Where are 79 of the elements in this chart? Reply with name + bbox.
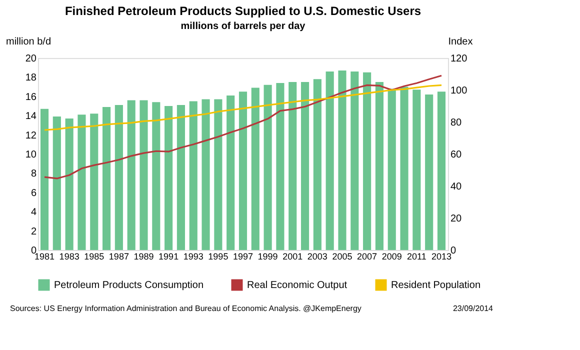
y2-tick-label: 0 [450, 246, 456, 256]
bar [176, 105, 186, 250]
legend-label: Petroleum Products Consumption [54, 280, 204, 291]
y-tick-label: 10 [25, 150, 37, 160]
y2-tick-label: 120 [450, 54, 468, 64]
y2-tick-label: 100 [450, 86, 468, 96]
y2-tick-label: 40 [450, 182, 462, 192]
y-tick-label: 20 [25, 54, 37, 64]
y-tick-label: 18 [25, 72, 37, 84]
y2-axis-title: Index [448, 36, 473, 48]
x-tick-label: 2005 [332, 252, 352, 262]
bar [90, 114, 98, 250]
y-tick-label: 12 [25, 130, 37, 142]
x-tick-label: 2009 [382, 252, 402, 262]
bar [164, 106, 173, 250]
legend-label: Resident Population [391, 280, 481, 291]
line-series [44, 74, 442, 180]
y-tick-label: 0 [30, 246, 37, 256]
bar [425, 94, 434, 250]
bar [251, 88, 260, 250]
bar [102, 106, 111, 250]
chart-title: Finished Petroleum Products Supplied to U.S. Domestic Users [64, 4, 422, 18]
bar [114, 105, 123, 250]
y2-tick-label: 60 [450, 150, 462, 160]
bar [202, 99, 210, 250]
x-tick-label: 1983 [59, 252, 80, 262]
bar [326, 71, 334, 250]
bar [214, 99, 222, 250]
y-axis-title: million b/d [6, 36, 52, 48]
bar [375, 82, 384, 250]
chart-subtitle: millions of barrels per day [180, 21, 306, 32]
bar [65, 118, 74, 250]
text: 23/09/2014 [452, 304, 494, 313]
x-tick-label: 1985 [84, 252, 104, 262]
x-tick-label: 2013 [431, 252, 452, 262]
bar [288, 82, 297, 250]
y-tick-label: 14 [25, 111, 37, 122]
bar [127, 100, 136, 250]
bar [264, 84, 272, 250]
y-tick-label: 6 [30, 188, 37, 199]
bar [437, 92, 446, 250]
x-tick-label: 1989 [134, 252, 154, 262]
x-tick-label: 1987 [108, 252, 129, 262]
bar [350, 71, 359, 250]
x-tick-label: 1995 [208, 252, 228, 262]
x-tick-label: 2003 [307, 252, 328, 262]
bar [78, 114, 86, 250]
y2-tick-label: 80 [450, 118, 462, 128]
bar [140, 100, 148, 250]
bar [276, 82, 284, 250]
y-tick-label: 16 [25, 92, 37, 103]
bar [363, 72, 372, 250]
y-tick-label: 8 [30, 168, 37, 180]
bar [400, 86, 408, 250]
bar [52, 116, 61, 250]
y-tick-label: 4 [30, 207, 37, 218]
x-tick-label: 1999 [258, 252, 278, 262]
source-note: Sources: US Energy Information Administration and Bureau of Economic Analysis. @JKempEnergy [10, 304, 362, 313]
bar [388, 88, 396, 250]
x-tick-label: 1991 [158, 252, 179, 262]
x-tick-label: 1981 [34, 252, 55, 262]
x-tick-label: 2011 [406, 252, 426, 262]
bar [152, 102, 160, 250]
bar [338, 70, 346, 250]
bar [412, 90, 421, 250]
x-tick-label: 2001 [282, 252, 303, 262]
legend-label: Real Economic Output [247, 280, 348, 291]
bar [313, 79, 322, 250]
x-tick-label: 1997 [232, 252, 254, 262]
bar [189, 101, 198, 250]
bar [226, 95, 235, 250]
bar [40, 108, 49, 250]
x-tick-label: 1993 [183, 252, 204, 262]
y-tick-label: 2 [30, 226, 37, 238]
y2-tick-label: 20 [450, 214, 462, 224]
x-tick-label: 2007 [357, 252, 378, 262]
bar [238, 92, 248, 250]
bar [300, 82, 310, 250]
line-series [44, 84, 442, 131]
